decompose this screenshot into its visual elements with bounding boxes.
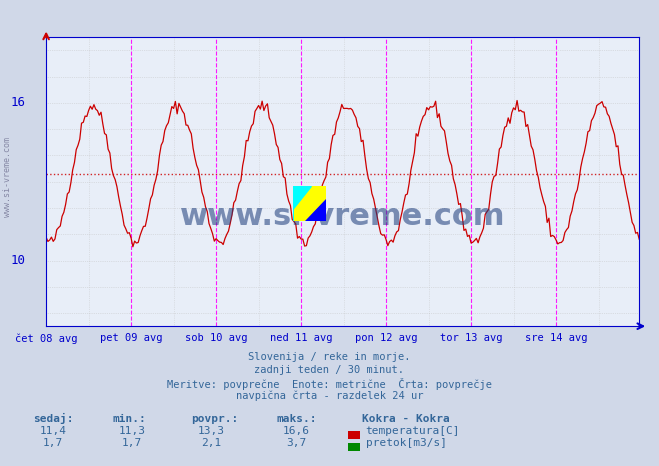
Text: sedaj:: sedaj: [33,413,73,424]
Text: pon 12 avg: pon 12 avg [355,333,417,343]
Text: povpr.:: povpr.: [191,414,239,424]
Text: 16: 16 [11,96,25,110]
Text: navpična črta - razdelek 24 ur: navpična črta - razdelek 24 ur [236,391,423,402]
Text: 16,6: 16,6 [283,426,310,436]
Text: pretok[m3/s]: pretok[m3/s] [366,438,447,448]
Text: zadnji teden / 30 minut.: zadnji teden / 30 minut. [254,365,405,375]
Text: 3,7: 3,7 [287,438,306,448]
Text: 11,4: 11,4 [40,426,66,436]
Text: maks.:: maks.: [277,414,317,424]
Text: ned 11 avg: ned 11 avg [270,333,332,343]
Text: 1,7: 1,7 [43,438,63,448]
Text: temperatura[C]: temperatura[C] [366,426,460,436]
Text: min.:: min.: [112,414,146,424]
Text: tor 13 avg: tor 13 avg [440,333,502,343]
Text: 1,7: 1,7 [122,438,142,448]
Text: Slovenija / reke in morje.: Slovenija / reke in morje. [248,352,411,362]
Text: sob 10 avg: sob 10 avg [185,333,247,343]
Text: sre 14 avg: sre 14 avg [525,333,587,343]
Polygon shape [304,199,326,221]
Text: Kokra - Kokra: Kokra - Kokra [362,414,450,424]
Text: www.si-vreme.com: www.si-vreme.com [180,202,505,231]
Text: pet 09 avg: pet 09 avg [100,333,162,343]
Polygon shape [293,186,312,221]
Text: 13,3: 13,3 [198,426,224,436]
Text: 2,1: 2,1 [201,438,221,448]
Text: 10: 10 [11,254,25,267]
Text: čet 08 avg: čet 08 avg [15,333,77,344]
Text: Meritve: povprečne  Enote: metrične  Črta: povprečje: Meritve: povprečne Enote: metrične Črta:… [167,378,492,390]
Text: www.si-vreme.com: www.si-vreme.com [3,137,13,217]
Text: 11,3: 11,3 [119,426,145,436]
